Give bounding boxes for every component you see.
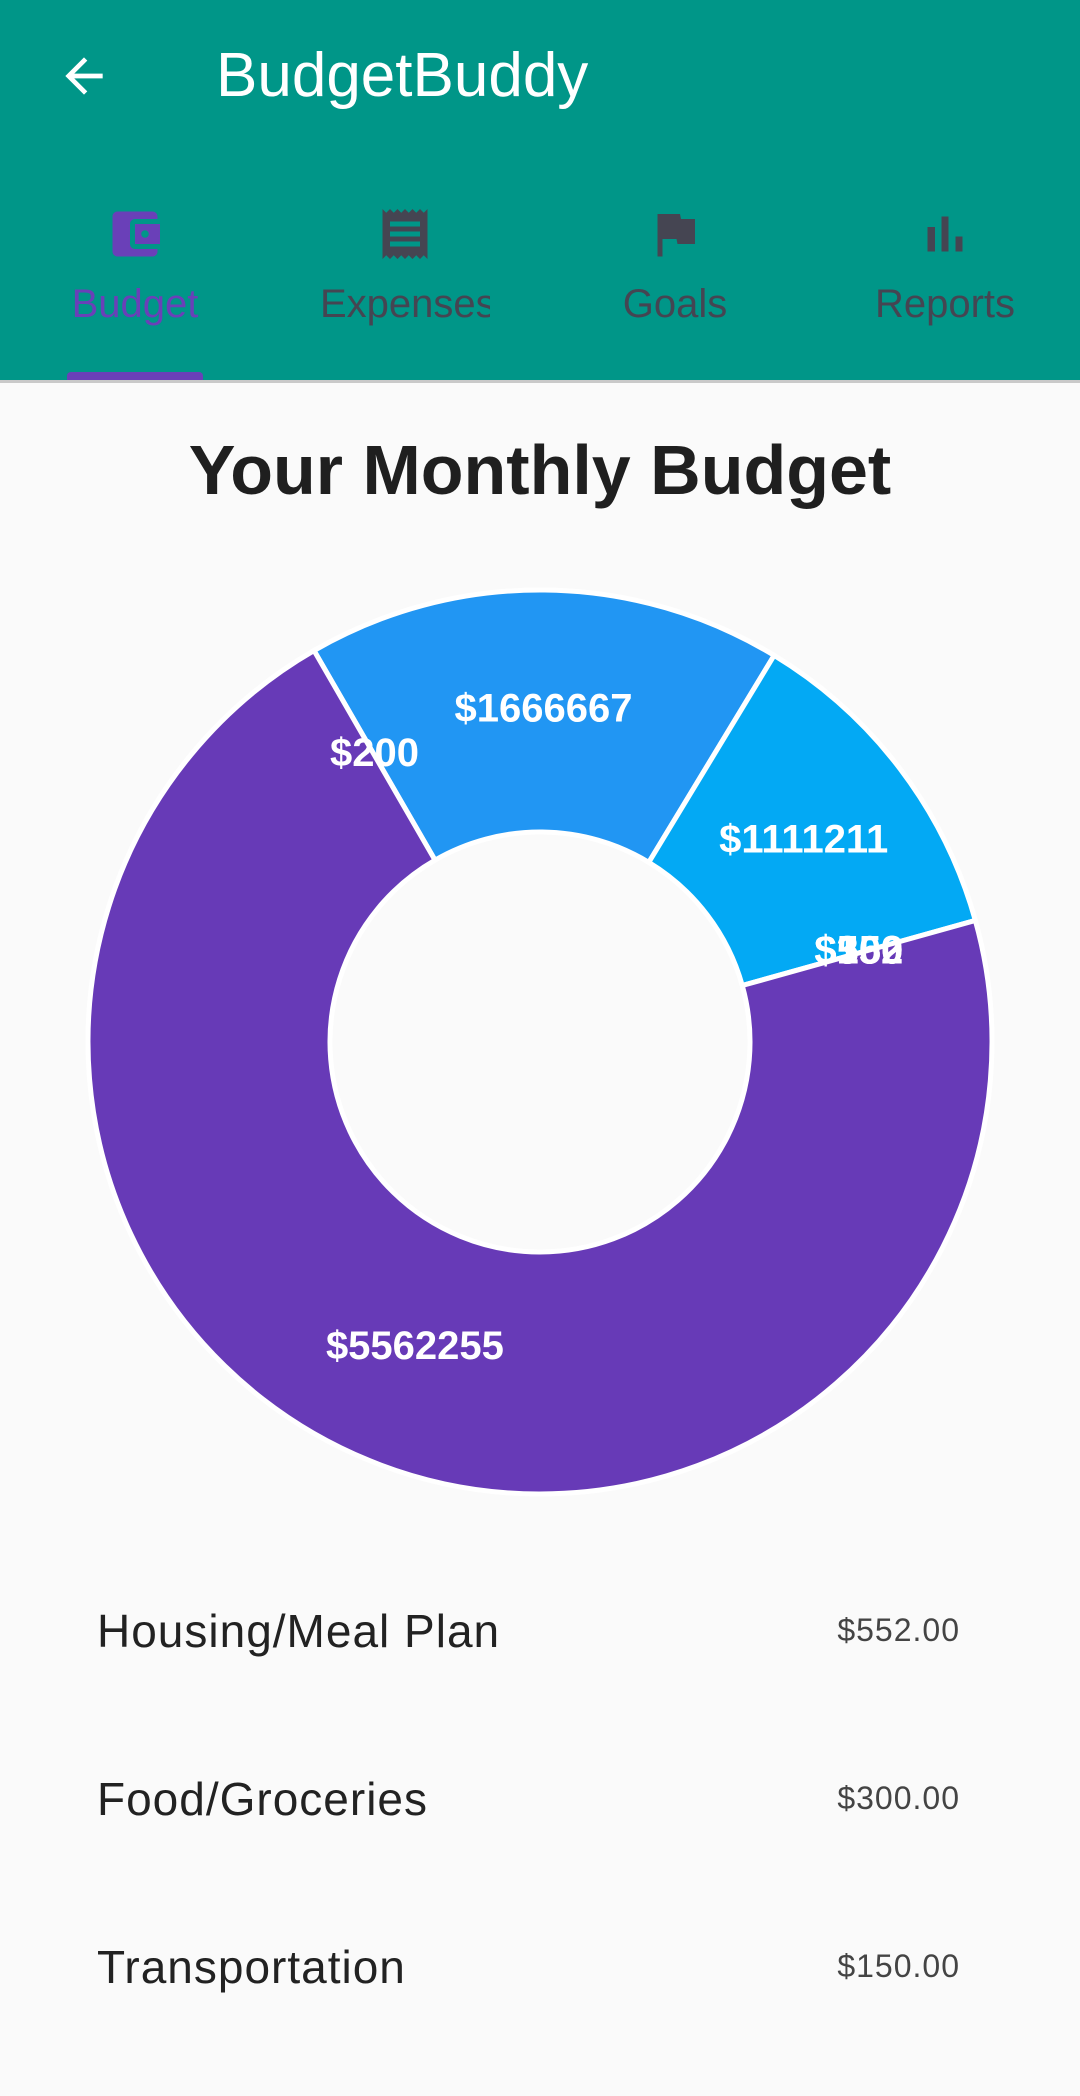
receipt-icon xyxy=(382,209,428,259)
donut-svg: $200 $1666667 $1111211 $552$300$150 $5562255 xyxy=(85,587,995,1497)
tab-label-expenses: Expenses xyxy=(320,282,490,326)
budget-donut-chart: $200 $1666667 $1111211 $552 $300 $150 $5562255 xyxy=(0,560,1080,1510)
tab-label-goals: Goals xyxy=(622,282,728,326)
tab-goals[interactable]: Goals xyxy=(540,190,810,380)
budget-item-amount: $300.00 xyxy=(837,1780,960,1816)
budget-row-food[interactable]: Food/Groceries $300.00 xyxy=(0,1720,1080,1888)
donut-slice-label: $1111211 xyxy=(719,817,888,861)
page-title: Your Monthly Budget xyxy=(188,431,892,509)
donut-slice-label: $200 xyxy=(330,731,419,775)
tab-expenses[interactable]: Expenses xyxy=(270,190,540,380)
bar-chart-icon xyxy=(927,216,963,252)
arrow-back-icon xyxy=(65,57,103,95)
tab-reports[interactable]: Reports xyxy=(810,190,1080,380)
tab-label-budget: Budget xyxy=(71,282,199,326)
donut-slice-label: $150 xyxy=(814,929,903,973)
donut-slice-label: $1666667 xyxy=(454,687,632,731)
donut-slice xyxy=(310,587,778,866)
active-tab-indicator xyxy=(67,372,203,380)
budget-item-amount: $150.00 xyxy=(837,1948,960,1984)
donut-slice xyxy=(645,651,979,989)
app-bar: BudgetBuddy Budget Expenses Goals Repo xyxy=(0,0,1080,380)
app-bar-divider xyxy=(0,380,1080,383)
back-button[interactable] xyxy=(44,36,124,116)
tab-label-reports: Reports xyxy=(874,282,1016,326)
budget-item-name: Transportation xyxy=(97,1941,406,1993)
tab-bar: Budget Expenses Goals Reports xyxy=(0,190,1080,380)
budget-item-name: Housing/Meal Plan xyxy=(97,1605,501,1657)
donut-slice xyxy=(85,647,995,1497)
tab-budget[interactable]: Budget xyxy=(0,190,270,380)
budget-item-amount: $552.00 xyxy=(837,1612,960,1648)
wallet-icon xyxy=(112,211,160,257)
app-title: BudgetBuddy xyxy=(216,41,589,110)
budget-list: Housing/Meal Plan $552.00 Food/Groceries… xyxy=(0,1552,1080,2056)
flag-icon xyxy=(657,214,695,257)
budget-item-name: Food/Groceries xyxy=(97,1773,429,1825)
budget-row-housing[interactable]: Housing/Meal Plan $552.00 xyxy=(0,1552,1080,1720)
donut-slice-label: $552 xyxy=(814,929,903,973)
donut-slice-label: $300 xyxy=(814,929,903,973)
budget-row-transportation[interactable]: Transportation $150.00 xyxy=(0,1888,1080,2056)
donut-slice-label: $5562255 xyxy=(326,1324,504,1368)
